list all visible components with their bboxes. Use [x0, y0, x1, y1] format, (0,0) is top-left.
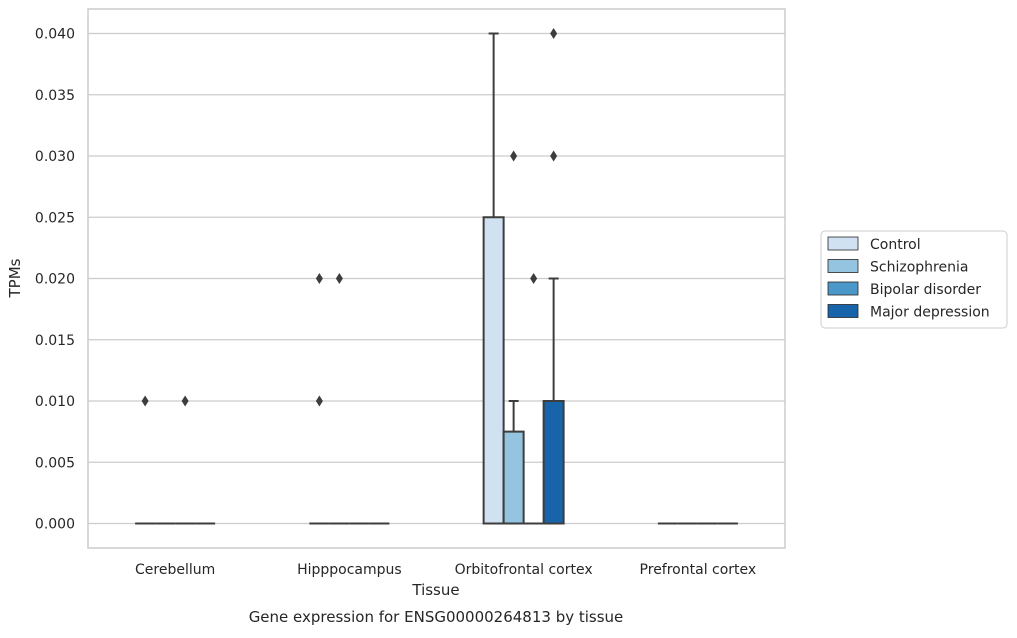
legend-swatch: [827, 236, 859, 251]
legend-label: Bipolar disorder: [870, 282, 981, 298]
legend-label: Major depression: [870, 305, 990, 321]
y-tick-label: 0.035: [35, 88, 75, 104]
legend-item: Bipolar disorder: [827, 281, 981, 298]
boxes-layer: [135, 32, 738, 525]
outlier-point: [315, 273, 323, 284]
y-tick-label: 0.010: [35, 394, 75, 410]
x-axis-ticks: Cerebellum Hipppocampus Orbitofrontal cort…: [135, 562, 756, 578]
legend-item: Major depression: [827, 304, 990, 321]
legend-item: Control: [827, 236, 921, 253]
outlier-point: [510, 150, 518, 162]
y-tick-label: 0.015: [35, 333, 75, 349]
y-tick-label: 0.005: [35, 455, 75, 471]
x-tick-label: Hipppocampus: [297, 562, 402, 578]
outlier-point: [315, 395, 323, 407]
legend: Control Schizophrenia Bipolar disorder Majo…: [820, 230, 1008, 329]
x-axis-label: Tissue: [411, 581, 459, 599]
x-tick-label: Cerebellum: [135, 562, 215, 578]
outlier-point: [530, 273, 538, 284]
outlier-point: [335, 273, 343, 284]
box-major-depression: [542, 277, 565, 525]
y-tick-label: 0.025: [35, 210, 75, 226]
outlier-point: [141, 395, 149, 407]
x-tick-label: Prefrontal cortex: [640, 562, 757, 578]
outlier-point: [550, 150, 558, 162]
box-body: [542, 400, 565, 525]
box-body: [502, 430, 525, 525]
box-schizophrenia: [502, 400, 525, 525]
x-tick-label: Orbitofrontal cortex: [455, 562, 593, 578]
y-axis-label: TPMs: [6, 258, 24, 298]
outliers-layer: [141, 28, 558, 407]
y-tick-label: 0.030: [35, 149, 75, 165]
box-body: [482, 216, 505, 525]
y-tick-label: 0.040: [35, 27, 75, 43]
y-tick-label: 0.000: [35, 517, 75, 533]
legend-item: Schizophrenia: [827, 259, 968, 276]
outlier-point: [550, 28, 558, 39]
legend-swatch: [827, 281, 859, 296]
legend-swatch: [827, 304, 859, 318]
legend-label: Control: [870, 237, 921, 253]
legend-swatch: [827, 259, 859, 273]
outlier-point: [181, 395, 189, 407]
grid-layer: [88, 32, 785, 525]
box-control: [482, 32, 505, 525]
legend-frame: [820, 230, 1008, 329]
y-tick-label: 0.020: [35, 272, 75, 288]
legend-label: Schizophrenia: [870, 260, 968, 276]
y-axis-ticks: 0.000 0.005 0.010 0.015 0.020 0.025 0.030 0.035…: [35, 27, 75, 533]
plot-frame: [87, 8, 786, 549]
chart-title: Gene expression for ENSG00000264813 by t…: [249, 608, 624, 626]
